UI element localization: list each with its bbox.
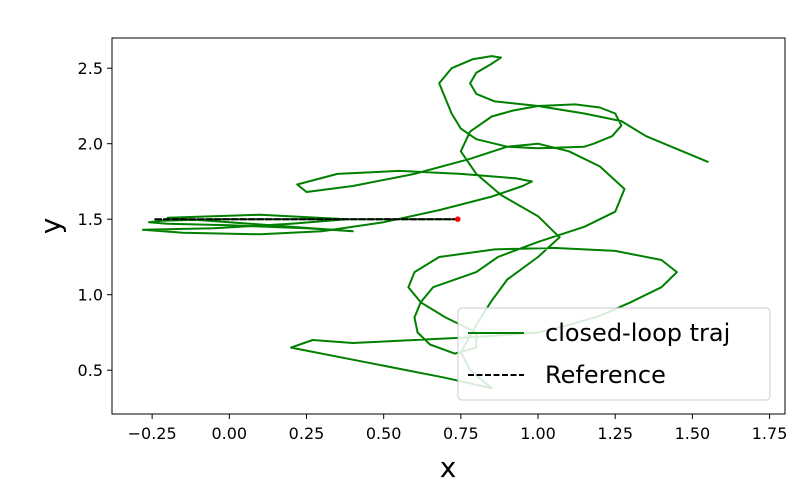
legend-box xyxy=(457,307,771,401)
x-ticks: −0.25 0.00 0.25 0.50 0.75 1.00 1.25 1.50 1.75 xyxy=(128,414,788,443)
x-tick-label: 1.75 xyxy=(752,424,788,443)
x-tick-label: −0.25 xyxy=(128,424,177,443)
x-tick-label: 1.00 xyxy=(520,424,556,443)
series-layer xyxy=(141,55,709,390)
y-tick-label: 1.0 xyxy=(78,286,103,305)
x-tick-label: 1.50 xyxy=(675,424,711,443)
x-tick-label: 0.50 xyxy=(366,424,402,443)
legend-label-closed-loop: closed-loop traj xyxy=(545,319,730,347)
series-line-0 xyxy=(141,55,709,390)
y-ticks: 0.5 1.0 1.5 2.0 2.5 xyxy=(78,59,112,380)
y-tick-label: 1.5 xyxy=(78,210,103,229)
x-tick-label: 0.00 xyxy=(211,424,247,443)
y-tick-label: 0.5 xyxy=(78,361,103,380)
legend-label-reference: Reference xyxy=(545,361,666,389)
x-tick-label: 0.25 xyxy=(289,424,325,443)
y-tick-label: 2.5 xyxy=(78,59,103,78)
plot-frame xyxy=(111,37,786,415)
y-tick-label: 2.0 xyxy=(78,135,103,154)
y-axis-label: y xyxy=(34,218,67,235)
legend: closed-loop traj Reference xyxy=(457,307,771,401)
end-marker xyxy=(454,216,461,223)
x-axis-label: x xyxy=(440,451,457,484)
x-tick-label: 1.25 xyxy=(597,424,633,443)
x-tick-label: 0.75 xyxy=(443,424,479,443)
